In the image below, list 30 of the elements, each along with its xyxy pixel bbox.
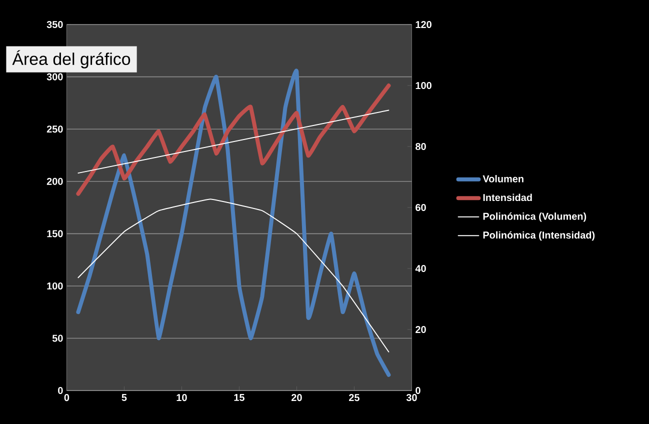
y2-tick-label: 0 xyxy=(416,387,420,394)
y-tick-label: 300 xyxy=(46,73,63,80)
y-tick-label: 200 xyxy=(46,178,63,185)
y2-tick-label: 100 xyxy=(416,82,432,90)
x-tick-label: 0 xyxy=(64,394,70,402)
x-tick-label: 10 xyxy=(176,394,187,402)
y2-tick-label: 20 xyxy=(416,326,426,334)
y-tick-label: 250 xyxy=(46,126,63,133)
x-tick-label: 20 xyxy=(292,394,302,402)
line-series xyxy=(76,70,391,377)
y-tick-label: 350 xyxy=(46,21,63,28)
legend-label: Polinómica (Volumen) xyxy=(483,212,586,222)
x-tick-label: 15 xyxy=(234,394,244,402)
line-series xyxy=(76,84,391,196)
x-tick-label: 30 xyxy=(406,394,417,402)
y-tick-label: 150 xyxy=(47,230,63,238)
annotation: Área del gráfico xyxy=(12,50,130,68)
y2-tick-label: 120 xyxy=(416,21,432,28)
line-series xyxy=(78,198,390,352)
x-tick-label: 5 xyxy=(122,394,127,402)
legend-label: Polinómica (Intensidad) xyxy=(483,231,595,241)
y-tick-label: 0 xyxy=(58,387,63,394)
x-tick-label: 25 xyxy=(349,394,360,402)
y2-tick-label: 80 xyxy=(416,143,426,150)
y-tick-label: 50 xyxy=(52,334,63,342)
y-tick-label: 100 xyxy=(47,282,63,290)
legend-label: Volumen xyxy=(482,175,524,182)
legend-label: Intensidad xyxy=(483,194,532,202)
y2-tick-label: 40 xyxy=(415,265,426,272)
y2-tick-label: 60 xyxy=(416,204,426,212)
